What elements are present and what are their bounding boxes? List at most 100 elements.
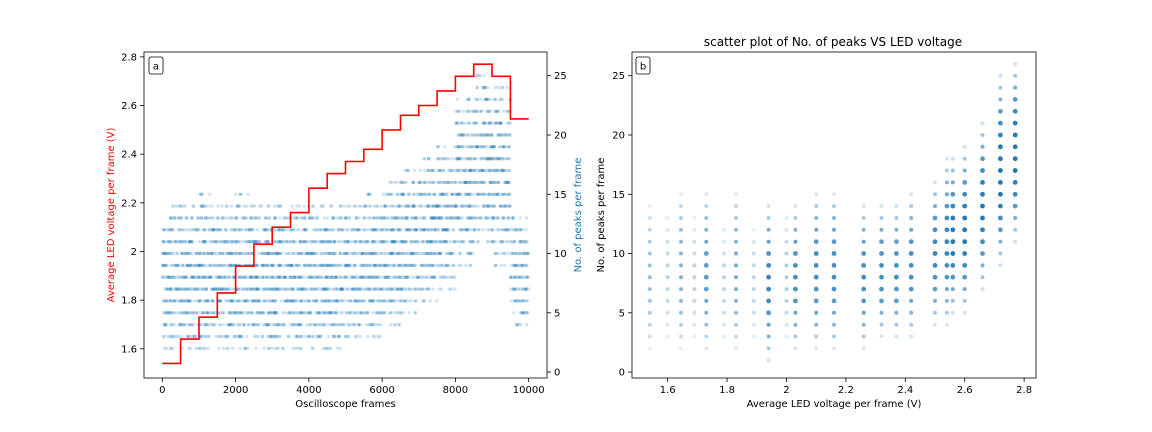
scatter-point bbox=[343, 263, 348, 268]
peak-band-points bbox=[346, 323, 363, 327]
scatter-point bbox=[180, 216, 184, 220]
scatter-point bbox=[199, 263, 203, 268]
scatter-point bbox=[273, 299, 278, 303]
scatter-point bbox=[291, 299, 295, 303]
scatter-point bbox=[271, 251, 275, 256]
peak-band-points bbox=[381, 240, 400, 244]
scatter-point bbox=[289, 275, 293, 279]
scatter-point bbox=[270, 275, 274, 279]
scatter-point bbox=[313, 323, 317, 327]
scatter-point bbox=[279, 263, 284, 268]
scatter-point bbox=[436, 251, 440, 256]
peak-band-points bbox=[491, 145, 512, 149]
scatter-point bbox=[879, 298, 884, 304]
scatter-point bbox=[255, 299, 259, 303]
scatter-point bbox=[297, 228, 301, 232]
scatter-point bbox=[236, 204, 241, 208]
scatter-point bbox=[980, 191, 985, 197]
scatter-point bbox=[751, 287, 756, 292]
scatter-point bbox=[515, 228, 519, 232]
scatter-point bbox=[252, 334, 256, 339]
scatter-point bbox=[204, 287, 208, 291]
scatter-point bbox=[308, 251, 313, 256]
scatter-point bbox=[276, 251, 280, 256]
peak-band-points bbox=[289, 287, 310, 291]
scatter-point bbox=[393, 204, 397, 208]
scatter-point bbox=[383, 275, 387, 279]
scatter-point bbox=[172, 323, 177, 327]
scatter-point bbox=[980, 133, 985, 137]
scatter-point bbox=[218, 287, 223, 291]
scatter-point bbox=[296, 251, 300, 256]
scatter-point bbox=[336, 287, 340, 291]
scatter-point bbox=[784, 298, 789, 303]
scatter-point bbox=[300, 287, 304, 291]
scatter-point bbox=[271, 287, 276, 291]
scatter-point bbox=[203, 334, 207, 339]
scatter-point bbox=[703, 274, 709, 280]
scatter-point bbox=[252, 240, 257, 244]
scatter-point bbox=[203, 228, 207, 232]
scatter-point bbox=[386, 228, 390, 232]
scatter-point bbox=[861, 263, 867, 268]
scatter-point bbox=[378, 311, 382, 315]
scatter-point bbox=[208, 192, 212, 196]
scatter-point bbox=[335, 263, 339, 268]
scatter-point bbox=[329, 346, 333, 351]
scatter-point bbox=[950, 239, 956, 245]
scatter-point bbox=[463, 192, 468, 196]
scatter-point bbox=[293, 275, 297, 279]
scatter-point bbox=[383, 263, 387, 268]
scatter-point bbox=[281, 346, 285, 351]
scatter-point bbox=[389, 287, 394, 291]
scatter-point bbox=[301, 228, 305, 232]
peak-band-points bbox=[436, 251, 456, 256]
peak-band-points bbox=[252, 240, 271, 244]
scatter-point bbox=[647, 204, 652, 209]
scatter-point bbox=[169, 346, 173, 351]
scatter-point bbox=[444, 240, 449, 244]
scatter-point bbox=[326, 299, 330, 303]
y-tick-label-right: 0 bbox=[554, 368, 560, 379]
peak-band-points bbox=[455, 168, 475, 173]
scatter-point bbox=[346, 299, 350, 303]
scatter-point bbox=[339, 275, 343, 279]
peak-band-points bbox=[161, 263, 181, 268]
scatter-point bbox=[169, 216, 173, 220]
scatter-point bbox=[401, 251, 405, 256]
scatter-point bbox=[980, 275, 985, 280]
scatter-point bbox=[238, 240, 242, 244]
scatter-point bbox=[461, 109, 466, 114]
scatter-point bbox=[324, 275, 328, 279]
scatter-point bbox=[335, 323, 340, 327]
scatter-point bbox=[475, 74, 479, 78]
scatter-point bbox=[766, 286, 771, 292]
scatter-point bbox=[339, 287, 343, 291]
scatter-point bbox=[251, 299, 255, 303]
scatter-point bbox=[288, 299, 292, 303]
scatter-point bbox=[266, 287, 270, 291]
scatter-point bbox=[297, 275, 301, 279]
scatter-point bbox=[704, 227, 709, 232]
scatter-point bbox=[381, 192, 386, 196]
scatter-point bbox=[246, 240, 250, 244]
scatter-point bbox=[257, 216, 261, 220]
scatter-point bbox=[165, 240, 169, 244]
scatter-point bbox=[254, 216, 258, 220]
scatter-point bbox=[177, 228, 181, 232]
scatter-point bbox=[177, 240, 182, 244]
scatter-point bbox=[274, 287, 278, 291]
scatter-point bbox=[200, 311, 205, 315]
scatter-point bbox=[168, 275, 173, 279]
scatter-point bbox=[297, 275, 301, 279]
scatter-point bbox=[460, 145, 465, 149]
scatter-point bbox=[383, 287, 388, 291]
scatter-point bbox=[191, 228, 195, 232]
scatter-point bbox=[259, 263, 263, 268]
scatter-point bbox=[344, 263, 348, 268]
scatter-point bbox=[266, 311, 271, 315]
scatter-point bbox=[181, 204, 185, 208]
scatter-point bbox=[295, 346, 300, 351]
scatter-point bbox=[734, 310, 738, 315]
scatter-point bbox=[309, 275, 313, 279]
